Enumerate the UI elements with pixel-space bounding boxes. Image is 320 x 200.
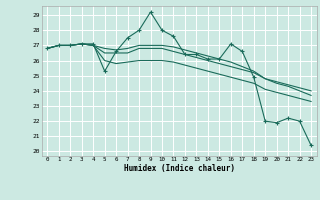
X-axis label: Humidex (Indice chaleur): Humidex (Indice chaleur): [124, 164, 235, 173]
